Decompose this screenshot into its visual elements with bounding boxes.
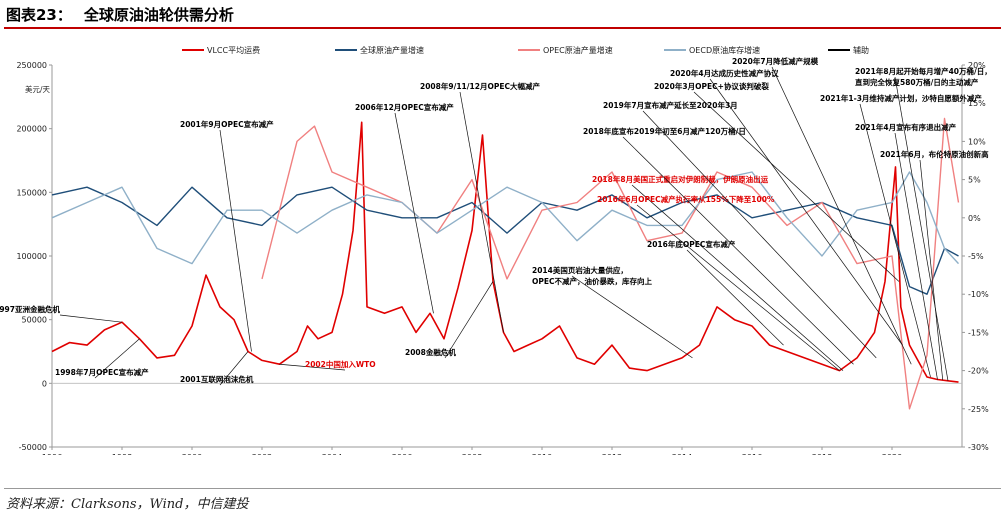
annotation-leader (686, 249, 784, 346)
annotation-label: 2020年4月达成历史性减产协议 (670, 68, 779, 78)
x-tick-label: 2010 (532, 453, 552, 455)
x-tick-label: 2000 (182, 453, 202, 455)
annotation-label: 2020年7月降低减产规模 (732, 56, 819, 66)
annotation-label-line: OPEC不减产，油价暴跌，库存向上 (532, 276, 652, 286)
annotation-label: 2001互联网泡沫危机 (180, 374, 254, 384)
figure-number: 图表23： (6, 6, 72, 24)
annotation-label-line: 2021年8月起开始每月增产40万桶/日， (855, 66, 992, 76)
annotation-leader (444, 281, 494, 359)
annotation-leader (219, 129, 252, 352)
annotation-leader (693, 91, 900, 282)
y-left-tick-label: 150000 (16, 188, 47, 197)
legend-label: 全球原油产量增速 (360, 45, 424, 55)
annotation-label: 2021年8月起开始每月增产40万桶/日，直到完全恢复580万桶/日的主动减产 (855, 66, 992, 87)
series-line-4 (51, 171, 960, 265)
series-line-1 (51, 121, 959, 383)
y-right-tick-label: -25% (968, 405, 989, 414)
annotation-label: 2001年9月OPEC宣布减产 (180, 119, 274, 129)
x-tick-label: 2012 (602, 453, 622, 455)
x-tick-label: 2016 (742, 453, 762, 455)
annotation-leader (219, 351, 249, 386)
annotation-leader (571, 275, 693, 359)
annotation-label: 2014美国页岩油大量供应， OPEC不减产，油价暴跌，库存向上 (532, 265, 652, 286)
annotation-leader (894, 76, 949, 381)
y-left-tick-label: 100000 (16, 252, 47, 261)
y-left-tick-label: 50000 (22, 316, 47, 325)
annotation-leader (631, 184, 844, 371)
annotation-leader (919, 159, 944, 381)
x-tick-label: 2006 (392, 453, 412, 455)
annotation-label-line: 直到完全恢复580万桶/日的主动减产 (855, 77, 979, 87)
annotation-label: 2019年7月宣布减产延长至2020年3月 (603, 100, 738, 110)
x-tick-label: 1998 (112, 453, 132, 455)
annotation-label: 1997亚洲金融危机 (0, 304, 60, 314)
legend-label: VLCC平均运费 (207, 45, 260, 55)
annotation-label: 2020年3月OPEC+协议谈判破裂 (654, 81, 769, 91)
annotation-label: 2021年6月，布伦特原油创新高 (880, 149, 989, 159)
annotation-leader (859, 103, 931, 378)
annotation-leader (59, 314, 123, 323)
bottom-divider (4, 488, 1001, 489)
y-right-tick-label: 0% (968, 214, 981, 223)
annotation-leader (642, 110, 877, 359)
x-tick-label: 2002 (252, 453, 272, 455)
x-tick-label: 1996 (42, 453, 62, 455)
annotation-label: 2008年9/11/12月OPEC大幅减产 (420, 81, 540, 91)
figure-title-bar: 图表23： 全球原油油轮供需分析 (4, 3, 1001, 29)
annotation-label: 2021年1-3月维持减产计划，沙特自愿额外减产 (820, 93, 982, 103)
annotation-leader (709, 78, 903, 346)
x-tick-label: 2014 (672, 453, 692, 455)
annotation-label-line: 2014美国页岩油大量供应， (532, 265, 628, 275)
annotation-label: 2006年12月OPEC宣布减产 (355, 102, 454, 112)
y-left-tick-label: 0 (42, 379, 47, 388)
y-right-tick-label: 10% (968, 137, 986, 146)
y-left-tick-label: 200000 (16, 125, 47, 134)
annotation-leader (459, 91, 504, 333)
y-right-tick-label: -5% (968, 252, 984, 261)
annotation-label: 2018年8月美国正式重启对伊朗制裁，伊朗原油出运 (592, 174, 769, 184)
annotation-label: 2008金融危机 (405, 347, 456, 357)
annotation-label: 2021年4月宣布有序退出减产 (855, 122, 957, 132)
y-right-tick-label: -20% (968, 367, 989, 376)
y-left-axis-label: 美元/天 (25, 84, 51, 94)
annotation-leader (622, 136, 854, 365)
legend-label: OPEC原油产量增速 (543, 45, 613, 55)
annotation-leader (771, 66, 912, 365)
x-tick-label: 2020 (882, 453, 902, 455)
y-right-tick-label: -30% (968, 443, 989, 452)
y-right-tick-label: 20% (968, 61, 986, 70)
annotation-label: 1998年7月OPEC宣布减产 (55, 367, 149, 377)
chart-canvas: -50000 0 50000 100000 150000 200000 250000 -30%… (0, 45, 992, 455)
source-note: 资料来源：Clarksons，Wind，中信建投 (6, 497, 249, 512)
x-tick-label: 2008 (462, 453, 482, 455)
x-tick-label: 2018 (812, 453, 832, 455)
y-right-tick-label: 15% (968, 99, 986, 108)
y-left-tick-label: -50000 (19, 443, 47, 452)
y-right-tick-label: -15% (968, 328, 989, 337)
annotation-label: 2018年底宣布2019年初至6月减产120万桶/日 (583, 126, 746, 136)
annotation-leader (394, 112, 434, 314)
y-left-tick-label: 250000 (16, 61, 47, 70)
annotation-leader (279, 363, 346, 371)
series-line-3 (261, 117, 960, 410)
annotation-label: 2002中国加入WTO (305, 359, 376, 369)
figure-title: 全球原油油轮供需分析 (83, 6, 234, 24)
annotation-leader (636, 204, 840, 371)
x-tick-label: 2004 (322, 453, 342, 455)
annotation-label: 2016年底OPEC宣布减产 (647, 239, 736, 249)
y-right-tick-label: -10% (968, 290, 989, 299)
annotation-leader (894, 132, 938, 380)
legend-label: 辅助 (853, 45, 869, 55)
annotation-leader (94, 338, 140, 379)
legend-label: OECD原油库存增速 (689, 45, 760, 55)
y-right-tick-label: 5% (968, 176, 981, 185)
